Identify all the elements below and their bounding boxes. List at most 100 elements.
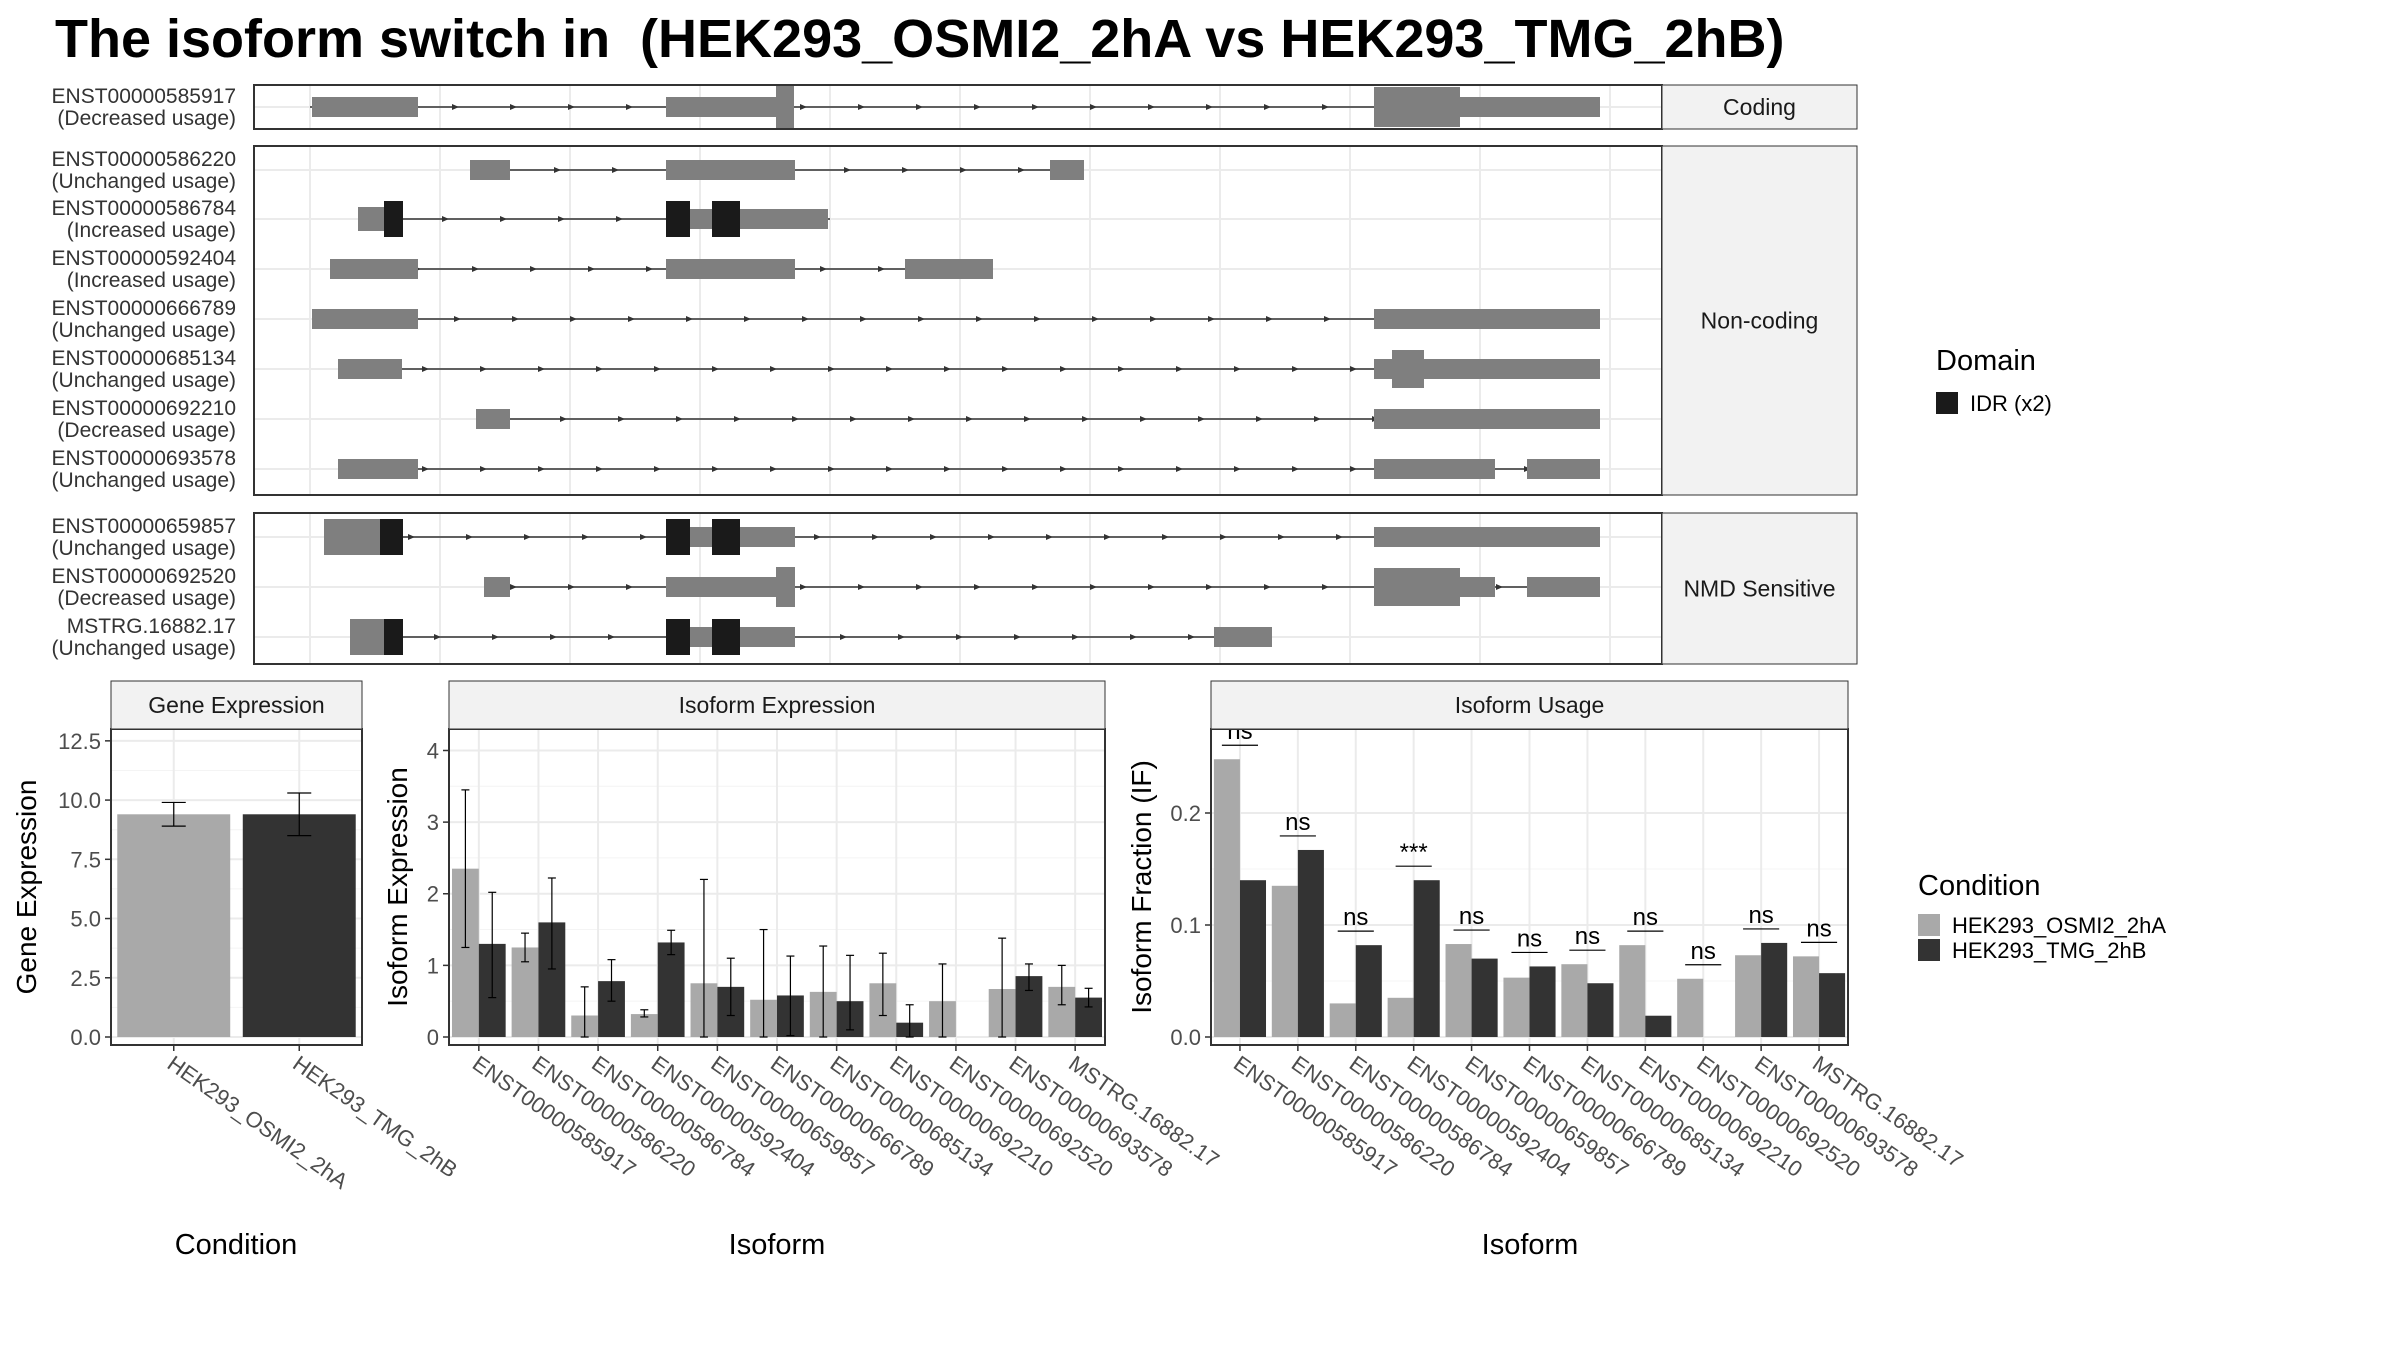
structure-panel-coding: Coding [253,84,1858,130]
direction-arrow [828,366,835,372]
direction-arrow [500,216,507,222]
isoform-usage-label: (Decreased usage) [57,419,236,442]
direction-arrow [568,104,575,110]
direction-arrow [442,216,449,222]
direction-arrow [840,634,847,640]
idr-domain [384,619,403,655]
direction-arrow [582,534,589,540]
direction-arrow [1014,634,1021,640]
facet-strip [1661,84,1858,130]
direction-arrow [908,416,915,422]
direction-arrow [1024,416,1031,422]
isoform-id-label: ENST00000592404 [52,247,237,270]
isoform-usage-label: (Decreased usage) [57,587,236,610]
isoform-usage-label: (Unchanged usage) [52,170,236,193]
exon [1374,568,1460,606]
direction-arrow [646,266,653,272]
isoform-id-label: ENST00000692210 [52,397,236,420]
direction-arrow [626,584,633,590]
direction-arrow [1322,584,1329,590]
facet-strip [110,680,363,730]
isoform-usage-label: (Decreased usage) [57,107,236,130]
direction-arrow [422,466,429,472]
direction-arrow [860,316,867,322]
bar [1677,978,1704,1037]
direction-arrow [1104,534,1111,540]
y-tick-label: 3 [427,810,439,835]
direction-arrow [558,216,565,222]
bar [1329,1003,1356,1037]
direction-arrow [550,634,557,640]
condition-legend-label: HEK293_TMG_2hB [1952,938,2146,963]
direction-arrow [802,316,809,322]
direction-arrow [1278,534,1285,540]
y-tick-label: 2.5 [70,966,101,991]
exon [666,97,780,117]
direction-arrow [1032,584,1039,590]
direction-arrow [1350,466,1357,472]
exon [1374,359,1600,379]
bar [1445,944,1472,1037]
isoform-usage-label: (Increased usage) [67,219,236,242]
direction-arrow [1208,316,1215,322]
direction-arrow [1148,584,1155,590]
exon [1374,409,1600,429]
direction-arrow [792,416,799,422]
condition-legend-label: HEK293_OSMI2_2hA [1952,913,2166,938]
direction-arrow [712,466,719,472]
direction-arrow [820,266,827,272]
direction-arrow [524,534,531,540]
isoform-usage-label: (Unchanged usage) [52,369,236,392]
direction-arrow [1234,466,1241,472]
direction-arrow [1496,584,1503,590]
idr-domain [384,201,403,237]
significance-label: ns [1806,915,1831,942]
direction-arrow [930,534,937,540]
direction-arrow [976,316,983,322]
direction-arrow [434,634,441,640]
direction-arrow [1198,416,1205,422]
direction-arrow [770,466,777,472]
isoform-id-label: ENST00000586220 [52,148,236,171]
idr-domain [712,619,740,655]
isoform-track [330,259,993,279]
isoform-track [312,309,1600,329]
direction-arrow [1150,316,1157,322]
exon [776,86,794,128]
direction-arrow [560,416,567,422]
exon [312,309,418,329]
direction-arrow [492,634,499,640]
bar [630,1014,658,1037]
direction-arrow [1060,366,1067,372]
facet-strip-label: Coding [1723,94,1796,120]
exon [666,577,780,597]
x-axis-title: Isoform [729,1229,826,1261]
significance-label: ns [1343,904,1368,931]
idr-domain [712,201,740,237]
direction-arrow [800,584,807,590]
direction-arrow [770,366,777,372]
y-tick-label: 5.0 [70,907,101,932]
direction-arrow [1090,104,1097,110]
direction-arrow [712,366,719,372]
exon [1527,577,1600,597]
direction-arrow [1130,634,1137,640]
direction-arrow [616,216,623,222]
significance-label: ns [1517,925,1542,952]
y-axis-title: Gene Expression [11,780,42,995]
panel-title: Isoform Expression [679,692,876,718]
bar [1761,942,1788,1037]
direction-arrow [858,584,865,590]
idr-domain [380,519,403,555]
direction-arrow [734,416,741,422]
exon [666,160,795,180]
direction-arrow [898,634,905,640]
direction-arrow [628,316,635,322]
direction-arrow [1082,416,1089,422]
y-tick-label: 2 [427,882,439,907]
bar [1819,973,1846,1037]
direction-arrow [878,266,885,272]
direction-arrow [974,584,981,590]
exon [1460,97,1600,117]
exon [330,259,418,279]
